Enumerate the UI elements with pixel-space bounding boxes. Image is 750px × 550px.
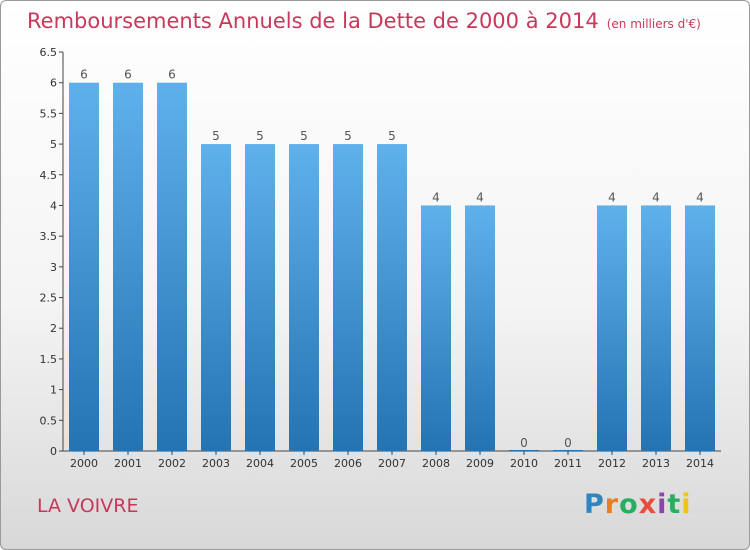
- data-label-2005: 5: [300, 129, 308, 143]
- x-tick-label-2005: 2005: [290, 457, 318, 470]
- y-tick-label: 0.5: [40, 414, 58, 427]
- x-tick-label-2001: 2001: [114, 457, 142, 470]
- x-tick-label-2008: 2008: [422, 457, 450, 470]
- x-tick-label-2003: 2003: [202, 457, 230, 470]
- chart-title: Remboursements Annuels de la Dette de 20…: [27, 9, 701, 33]
- commune-name: LA VOIVRE: [37, 495, 139, 517]
- y-tick-label: 3.5: [40, 230, 58, 243]
- logo-letter: r: [604, 489, 620, 520]
- y-tick-label: 1: [50, 384, 57, 397]
- x-tick-label-2002: 2002: [158, 457, 186, 470]
- data-label-2008: 4: [432, 190, 440, 204]
- bar-2010: [509, 450, 539, 451]
- bar-2013: [641, 205, 671, 451]
- x-tick-label-2014: 2014: [686, 457, 714, 470]
- y-tick-label: 5: [50, 138, 57, 151]
- bar-2014: [685, 205, 715, 451]
- bar-2004: [245, 144, 275, 452]
- y-axis: 0 0.5 1 1.5 2 2.5 3 3.5 4 4.5 5 5.5 6 6.5: [40, 46, 64, 458]
- bar-2006: [333, 144, 363, 452]
- bar-2009: [465, 205, 495, 451]
- data-label-2007: 5: [388, 129, 396, 143]
- x-tick-label-2012: 2012: [598, 457, 626, 470]
- data-label-2000: 6: [80, 68, 88, 82]
- y-tick-label: 3: [50, 261, 57, 274]
- data-label-2014: 4: [696, 190, 704, 204]
- bar-2001: [113, 82, 143, 451]
- y-tick-label: 4.5: [40, 169, 58, 182]
- y-tick-label: 1.5: [40, 353, 58, 366]
- x-tick-label-2006: 2006: [334, 457, 362, 470]
- bars: 6 6 6 5 5 5 5 5 4 4 0 0 4 4 4: [69, 68, 715, 452]
- chart-title-main: Remboursements Annuels de la Dette de 20…: [27, 9, 599, 33]
- x-tick-label-2010: 2010: [510, 457, 538, 470]
- logo-letter: o: [619, 489, 639, 520]
- data-label-2001: 6: [124, 68, 132, 82]
- bar-2012: [597, 205, 627, 451]
- data-label-2006: 5: [344, 129, 352, 143]
- data-label-2003: 5: [212, 129, 220, 143]
- bar-2005: [289, 144, 319, 452]
- logo-letter: t: [667, 489, 682, 520]
- y-tick-label: 5.5: [40, 107, 58, 120]
- data-label-2004: 5: [256, 129, 264, 143]
- bar-2008: [421, 205, 451, 451]
- y-tick-label: 0: [50, 445, 57, 458]
- data-label-2013: 4: [652, 190, 660, 204]
- y-tick-label: 4: [50, 199, 57, 212]
- chart-title-unit: (en milliers d'€): [606, 17, 701, 31]
- bar-2003: [201, 144, 231, 452]
- x-tick-label-2000: 2000: [70, 457, 98, 470]
- x-tick-label-2004: 2004: [246, 457, 274, 470]
- data-label-2012: 4: [608, 190, 616, 204]
- bar-2011: [553, 450, 583, 451]
- data-label-2002: 6: [168, 68, 176, 82]
- logo-letter: x: [638, 489, 658, 520]
- y-tick-label: 2: [50, 322, 57, 335]
- x-tick-label-2011: 2011: [554, 457, 582, 470]
- bar-2000: [69, 82, 99, 451]
- bar-2002: [157, 82, 187, 451]
- logo-letter: i: [681, 489, 692, 520]
- logo-letter: i: [657, 489, 668, 520]
- x-tick-label-2013: 2013: [642, 457, 670, 470]
- bar-2007: [377, 144, 407, 452]
- y-tick-label: 2.5: [40, 292, 58, 305]
- x-axis: 2000 2001 2002 2003 2004 2005 2006 2007 2008 2009…: [63, 450, 721, 470]
- x-tick-label-2007: 2007: [378, 457, 406, 470]
- logo-letter: P: [584, 489, 605, 520]
- data-label-2009: 4: [476, 190, 484, 204]
- data-label-2011: 0: [564, 436, 572, 450]
- x-tick-label-2009: 2009: [466, 457, 494, 470]
- y-tick-label: 6: [50, 77, 57, 90]
- data-label-2010: 0: [520, 436, 528, 450]
- proxiti-logo[interactable]: Proxiti: [584, 489, 692, 520]
- y-tick-label: 6.5: [40, 46, 58, 59]
